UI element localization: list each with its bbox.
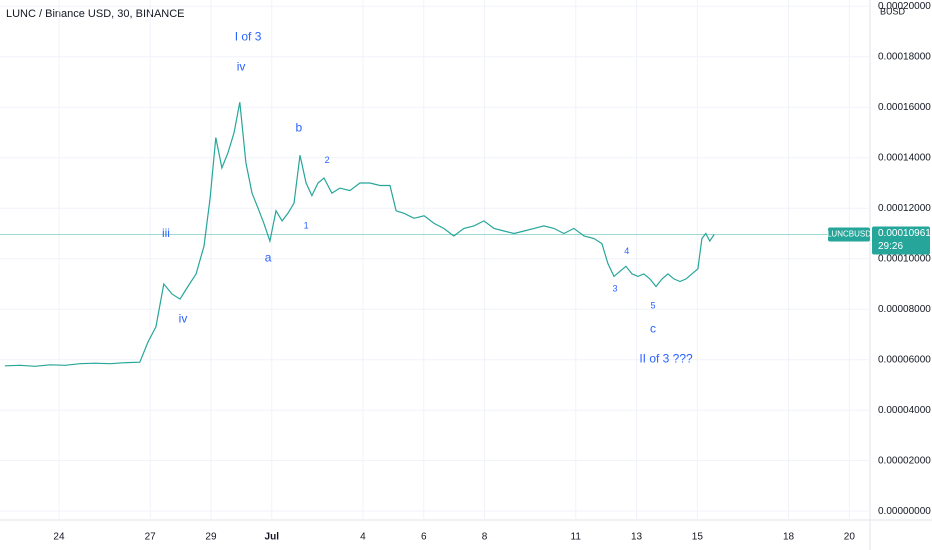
- sub-wave-label: 5: [650, 300, 655, 310]
- x-tick-label: 6: [421, 532, 427, 543]
- sub-wave-label: 4: [624, 246, 629, 256]
- sub-wave-label: 2: [325, 155, 330, 165]
- y-tick-label: 0.00002000: [878, 455, 931, 466]
- x-tick-label: 27: [145, 532, 157, 543]
- y-tick-label: 0.00006000: [878, 354, 931, 365]
- symbol-label: LUNCBUSD: [827, 230, 871, 239]
- y-tick-label: 0.00004000: [878, 405, 931, 416]
- wave-label: b: [295, 121, 302, 135]
- x-tick-label: 13: [631, 532, 643, 543]
- x-tick-label: 29: [205, 532, 217, 543]
- wave-label: a: [265, 250, 272, 264]
- y-tick-label: 0.00014000: [878, 152, 931, 163]
- y-tick-label: 0.00000000: [878, 506, 931, 517]
- countdown-label: 29:26: [878, 241, 903, 252]
- wave-label: c: [650, 321, 656, 335]
- x-tick-label: 15: [692, 532, 704, 543]
- x-tick-label: Jul: [265, 532, 280, 543]
- x-tick-label: 24: [53, 532, 65, 543]
- wave-label: I of 3: [235, 30, 262, 44]
- x-tick-label: 11: [571, 532, 582, 543]
- wave-label: iv: [237, 60, 246, 74]
- wave-label: iii: [162, 226, 170, 240]
- sub-wave-label: 1: [304, 220, 309, 230]
- x-tick-label: 8: [482, 532, 488, 543]
- y-tick-label: 0.00010000: [878, 253, 931, 264]
- last-price-label: 0.00010961: [878, 228, 931, 239]
- x-tick-label: 18: [783, 532, 795, 543]
- wave-label: II of 3 ???: [639, 351, 693, 365]
- y-tick-label: 0.00012000: [878, 203, 931, 214]
- x-tick-label: 20: [844, 532, 856, 543]
- y-tick-label: 0.00020000: [878, 1, 931, 12]
- y-tick-label: 0.00008000: [878, 304, 931, 315]
- wave-label: iv: [179, 311, 188, 325]
- y-tick-label: 0.00018000: [878, 51, 931, 62]
- y-tick-label: 0.00016000: [878, 102, 931, 113]
- axis-unit: BUSD: [880, 6, 906, 16]
- symbol-badge: [828, 227, 870, 242]
- sub-wave-label: 3: [612, 284, 617, 294]
- price-badge: [872, 226, 930, 255]
- x-tick-label: 4: [360, 532, 366, 543]
- price-line: [4, 102, 715, 367]
- chart-title: LUNC / Binance USD, 30, BINANCE: [6, 8, 185, 20]
